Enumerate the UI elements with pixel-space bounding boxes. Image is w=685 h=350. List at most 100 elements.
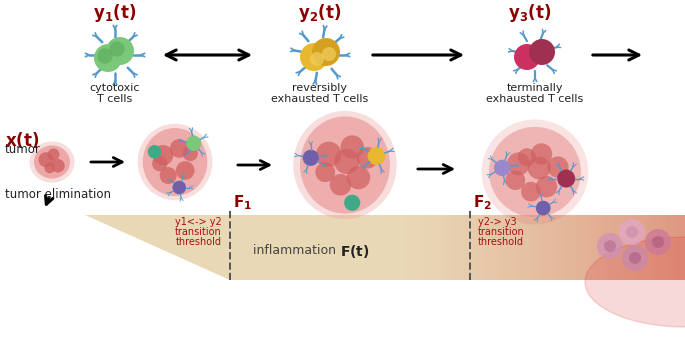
- Ellipse shape: [34, 146, 70, 178]
- Polygon shape: [481, 215, 486, 280]
- Text: inflammation: inflammation: [253, 245, 340, 258]
- Text: $\mathbf{y_3(t)}$: $\mathbf{y_3(t)}$: [508, 2, 551, 24]
- Ellipse shape: [29, 141, 75, 183]
- Polygon shape: [457, 215, 462, 280]
- Polygon shape: [476, 215, 481, 280]
- Circle shape: [626, 226, 638, 238]
- Circle shape: [334, 149, 360, 174]
- Circle shape: [97, 48, 113, 64]
- Polygon shape: [671, 215, 675, 280]
- Circle shape: [186, 136, 201, 151]
- Polygon shape: [619, 215, 623, 280]
- Text: exhausted T cells: exhausted T cells: [271, 94, 369, 104]
- Polygon shape: [514, 215, 519, 280]
- Text: y2-> y3: y2-> y3: [478, 217, 516, 227]
- Polygon shape: [538, 215, 543, 280]
- Polygon shape: [638, 215, 643, 280]
- Text: threshold: threshold: [176, 237, 222, 247]
- Circle shape: [518, 148, 536, 166]
- Circle shape: [645, 229, 671, 255]
- Polygon shape: [523, 215, 528, 280]
- Circle shape: [597, 233, 623, 259]
- Circle shape: [47, 148, 60, 161]
- Text: tumor: tumor: [5, 143, 41, 156]
- Polygon shape: [585, 215, 590, 280]
- Circle shape: [506, 170, 525, 190]
- Ellipse shape: [142, 128, 208, 196]
- Circle shape: [300, 43, 328, 71]
- Polygon shape: [495, 215, 500, 280]
- Circle shape: [170, 139, 188, 158]
- Polygon shape: [543, 215, 547, 280]
- Text: y1<-> y2: y1<-> y2: [175, 217, 222, 227]
- Text: $\mathbf{y_2(t)}$: $\mathbf{y_2(t)}$: [299, 2, 342, 24]
- Text: terminally: terminally: [507, 83, 563, 93]
- Ellipse shape: [489, 127, 581, 217]
- Circle shape: [367, 147, 386, 165]
- Circle shape: [347, 166, 370, 189]
- Polygon shape: [576, 215, 580, 280]
- Text: tumor elimination: tumor elimination: [5, 188, 111, 201]
- Circle shape: [527, 156, 551, 180]
- Polygon shape: [599, 215, 604, 280]
- Circle shape: [529, 39, 555, 65]
- Polygon shape: [500, 215, 504, 280]
- Circle shape: [148, 145, 162, 159]
- Polygon shape: [566, 215, 571, 280]
- Circle shape: [507, 152, 530, 175]
- Polygon shape: [628, 215, 633, 280]
- Circle shape: [303, 150, 319, 166]
- Polygon shape: [552, 215, 557, 280]
- Circle shape: [514, 44, 540, 70]
- Circle shape: [357, 147, 378, 169]
- Circle shape: [106, 37, 134, 65]
- Text: T cells: T cells: [97, 94, 133, 104]
- Polygon shape: [643, 215, 647, 280]
- Text: reversibly: reversibly: [292, 83, 347, 93]
- Circle shape: [536, 201, 551, 216]
- Polygon shape: [609, 215, 614, 280]
- Circle shape: [183, 146, 198, 161]
- Polygon shape: [580, 215, 585, 280]
- Polygon shape: [633, 215, 638, 280]
- Text: $\mathbf{F_2}$: $\mathbf{F_2}$: [473, 193, 492, 212]
- Polygon shape: [656, 215, 661, 280]
- Polygon shape: [661, 215, 666, 280]
- Polygon shape: [519, 215, 523, 280]
- Polygon shape: [675, 215, 680, 280]
- Circle shape: [340, 135, 364, 159]
- Polygon shape: [590, 215, 595, 280]
- Ellipse shape: [482, 119, 588, 224]
- Polygon shape: [509, 215, 514, 280]
- Text: cytotoxic: cytotoxic: [90, 83, 140, 93]
- Polygon shape: [462, 215, 466, 280]
- Circle shape: [45, 163, 55, 173]
- Circle shape: [312, 38, 340, 66]
- Circle shape: [547, 156, 569, 178]
- Text: $\mathbf{y_1(t)}$: $\mathbf{y_1(t)}$: [93, 2, 136, 24]
- Circle shape: [557, 169, 575, 188]
- Text: transition: transition: [175, 227, 222, 237]
- Polygon shape: [486, 215, 490, 280]
- Circle shape: [329, 174, 351, 196]
- Circle shape: [315, 162, 335, 182]
- Text: threshold: threshold: [478, 237, 524, 247]
- Polygon shape: [680, 215, 685, 280]
- Ellipse shape: [138, 124, 212, 200]
- Polygon shape: [562, 215, 566, 280]
- Polygon shape: [504, 215, 509, 280]
- Circle shape: [344, 195, 360, 211]
- Ellipse shape: [293, 111, 397, 219]
- Circle shape: [322, 47, 336, 61]
- Polygon shape: [471, 215, 476, 280]
- Circle shape: [173, 181, 186, 194]
- Polygon shape: [490, 215, 495, 280]
- Polygon shape: [666, 215, 671, 280]
- Polygon shape: [571, 215, 576, 280]
- Circle shape: [38, 152, 53, 167]
- Polygon shape: [547, 215, 552, 280]
- Polygon shape: [623, 215, 628, 280]
- Polygon shape: [533, 215, 538, 280]
- Polygon shape: [604, 215, 609, 280]
- Polygon shape: [466, 215, 471, 280]
